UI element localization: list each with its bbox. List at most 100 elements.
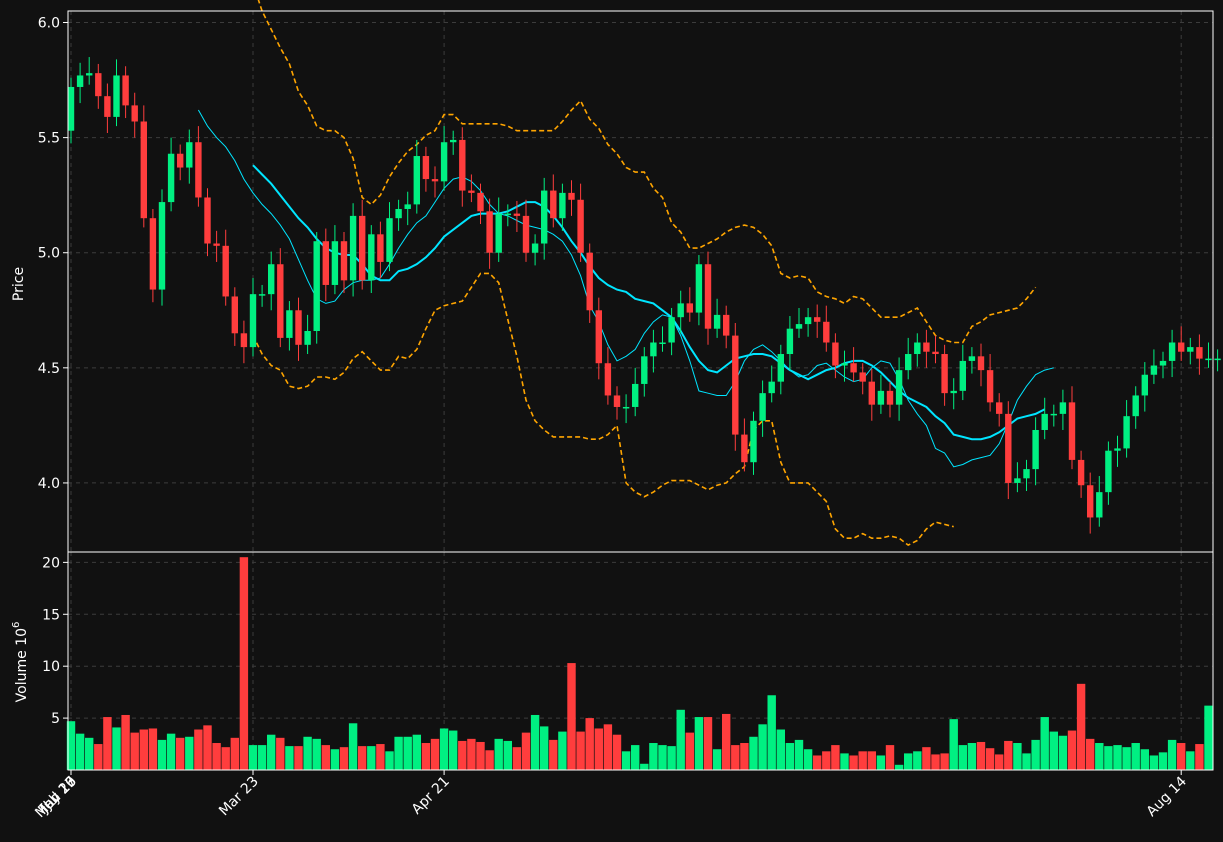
volume-bar — [949, 719, 958, 770]
volume-bar — [412, 734, 421, 770]
volume-bar — [1149, 755, 1159, 770]
candle-body — [477, 192, 484, 212]
candle-body — [404, 204, 411, 209]
candle-body — [1096, 492, 1103, 518]
volume-bar — [995, 754, 1004, 770]
volume-bar — [1040, 717, 1049, 770]
candle-body — [859, 372, 866, 382]
volume-bar — [230, 737, 239, 770]
volume-bar — [640, 763, 649, 770]
volume-bar — [430, 738, 440, 770]
candle-body — [832, 342, 839, 366]
candle-body — [850, 363, 857, 373]
volume-bar — [485, 750, 494, 770]
volume-bar — [922, 747, 931, 770]
volume-bar — [740, 743, 749, 770]
volume-bar — [758, 724, 767, 770]
candle-body — [258, 294, 266, 296]
candle-body — [95, 73, 102, 97]
volume-bar — [330, 749, 340, 770]
volume-bar — [894, 764, 904, 770]
candle-body — [1178, 342, 1185, 352]
candle-body — [431, 179, 439, 182]
candle-body — [268, 264, 275, 295]
volume-bar — [66, 721, 76, 770]
candle-body — [368, 234, 375, 281]
candle-body — [632, 383, 639, 407]
volume-bar — [458, 740, 467, 770]
candle-body — [923, 342, 930, 352]
candle-body — [1141, 374, 1148, 396]
candle-body — [249, 294, 257, 348]
candle-body — [577, 199, 584, 253]
volume-bar — [1067, 730, 1077, 770]
volume-bar — [203, 725, 212, 770]
volume-bar — [621, 751, 631, 770]
ma-thin-line — [197, 109, 1054, 468]
volume-bar — [1076, 683, 1086, 770]
volume-bar — [303, 736, 312, 770]
candle-body — [959, 360, 966, 391]
candle-body — [177, 153, 184, 168]
candle-body — [313, 241, 320, 331]
candle-body — [1214, 358, 1221, 361]
candle-body — [104, 96, 111, 117]
volume-bar — [694, 717, 704, 770]
volume-bar — [558, 731, 567, 770]
candle-body — [195, 142, 202, 198]
volume-bar — [285, 746, 294, 770]
volume-ytick-label: 5 — [51, 711, 60, 727]
volume-ytick-label: 10 — [42, 659, 60, 675]
candle-body — [395, 208, 402, 219]
candle-body — [986, 370, 994, 403]
candle-body — [158, 202, 166, 290]
candle-body — [304, 330, 311, 345]
volume-bar — [904, 753, 913, 770]
candle-body — [1059, 402, 1067, 414]
volume-bar — [212, 743, 221, 770]
price-ytick-label: 4.0 — [38, 476, 60, 492]
candle-body — [349, 215, 357, 281]
candle-body — [841, 363, 848, 366]
volume-bar — [985, 748, 995, 770]
volume-bar — [512, 747, 522, 770]
candle-body — [1005, 413, 1012, 483]
volume-gridlines — [68, 552, 1213, 770]
volume-bar — [1186, 751, 1195, 770]
volume-panel-frame — [67, 551, 1214, 771]
volume-bar — [703, 717, 713, 770]
candle-body — [668, 317, 675, 343]
volume-bar — [549, 739, 558, 770]
candle-body — [131, 105, 138, 122]
volume-bar — [1204, 705, 1213, 770]
candle-body — [795, 324, 803, 329]
volume-bar — [585, 718, 594, 770]
candle-body — [522, 215, 530, 253]
candle-body — [213, 243, 220, 246]
volume-bar — [449, 730, 458, 770]
price-ytick-label: 4.5 — [38, 361, 60, 377]
candle-body — [613, 395, 621, 407]
volume-bars — [66, 557, 1213, 770]
candle-body — [732, 335, 739, 435]
candle-body — [741, 434, 748, 463]
volume-bar — [612, 734, 622, 770]
candle-body — [186, 142, 193, 168]
candle-body — [604, 363, 612, 396]
candle-body — [76, 75, 84, 87]
volume-bar — [631, 745, 640, 770]
volume-bar — [676, 709, 685, 770]
candle-body — [768, 381, 775, 394]
volume-bar — [1095, 743, 1104, 770]
volume-bar — [603, 724, 613, 770]
volume-bar — [1086, 738, 1095, 770]
volume-bar — [822, 751, 831, 770]
volume-bar — [749, 736, 758, 770]
candle-body — [1014, 478, 1021, 483]
volume-bar — [439, 728, 449, 770]
volume-bar — [813, 755, 822, 770]
bollinger-bands — [252, 0, 1037, 547]
candle-body — [1087, 485, 1094, 518]
bollinger-lower-line — [252, 272, 954, 547]
